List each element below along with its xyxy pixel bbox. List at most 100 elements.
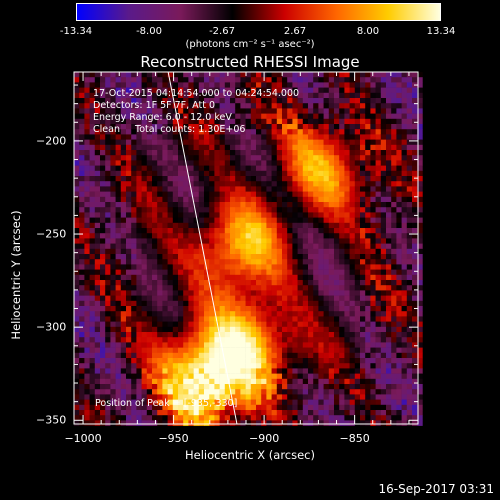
heatmap-cell xyxy=(126,332,132,338)
heatmap-cell xyxy=(120,316,127,322)
heatmap-cell xyxy=(313,155,319,161)
heatmap-cell xyxy=(162,254,168,260)
heatmap-cell xyxy=(219,238,226,244)
heatmap-cell xyxy=(115,181,122,187)
heatmap-cell xyxy=(172,77,179,83)
heatmap-cell xyxy=(146,363,153,369)
heatmap-cell xyxy=(115,316,122,322)
heatmap-cell xyxy=(328,134,335,140)
heatmap-cell xyxy=(94,295,101,302)
heatmap-cell xyxy=(349,399,356,406)
heatmap-cell xyxy=(271,285,278,291)
heatmap-cell xyxy=(136,150,142,156)
heatmap-cell xyxy=(74,113,80,120)
heatmap-cell xyxy=(115,243,122,250)
heatmap-cell xyxy=(178,243,184,250)
heatmap-cell xyxy=(110,280,116,286)
heatmap-cell xyxy=(266,316,272,322)
heatmap-cell xyxy=(209,264,215,270)
heatmap-cell xyxy=(271,420,278,426)
heatmap-cell xyxy=(84,176,90,182)
heatmap-cell xyxy=(292,170,298,177)
heatmap-cell xyxy=(417,285,423,291)
heatmap-cell xyxy=(406,77,413,83)
heatmap-cell xyxy=(136,326,142,333)
heatmap-cell xyxy=(406,280,413,286)
heatmap-cell xyxy=(256,108,262,114)
heatmap-cell xyxy=(131,295,137,302)
heatmap-cell xyxy=(412,207,418,213)
heatmap-cell xyxy=(230,170,236,177)
heatmap-cell xyxy=(209,404,215,411)
heatmap-cell xyxy=(287,274,293,281)
heatmap-cell xyxy=(136,248,142,255)
heatmap-cell xyxy=(256,384,262,390)
heatmap-cell xyxy=(334,410,340,416)
heatmap-cell xyxy=(74,124,80,130)
x-axis-label: Heliocentric X (arcsec) xyxy=(185,448,315,462)
heatmap-cell xyxy=(417,290,423,296)
heatmap-cell xyxy=(110,144,116,151)
heatmap-cell xyxy=(105,238,111,244)
heatmap-cell xyxy=(328,98,335,104)
heatmap-cell xyxy=(375,295,382,302)
heatmap-cell xyxy=(172,129,179,135)
heatmap-cell xyxy=(308,368,314,374)
heatmap-cell xyxy=(94,352,101,359)
heatmap-cell xyxy=(375,212,382,218)
heatmap-cell xyxy=(297,170,304,177)
heatmap-cell xyxy=(250,269,257,276)
heatmap-cell xyxy=(276,196,283,203)
heatmap-cell xyxy=(349,358,356,364)
heatmap-cell xyxy=(302,222,309,229)
heatmap-cell xyxy=(198,337,205,343)
heatmap-cell xyxy=(230,321,236,328)
heatmap-cell xyxy=(136,420,142,426)
heatmap-cell xyxy=(323,191,330,198)
heatmap-cell xyxy=(193,207,200,213)
heatmap-cell xyxy=(266,207,272,213)
heatmap-cell xyxy=(188,368,194,374)
heatmap-cell xyxy=(302,217,309,224)
heatmap-cell xyxy=(250,394,257,400)
heatmap-cell xyxy=(292,254,298,260)
heatmap-cell xyxy=(276,316,283,322)
heatmap-cell xyxy=(318,295,324,302)
heatmap-cell xyxy=(245,295,252,302)
heatmap-cell xyxy=(313,170,319,177)
heatmap-cell xyxy=(271,108,278,114)
heatmap-cell xyxy=(193,191,200,198)
heatmap-cell xyxy=(245,191,252,198)
heatmap-cell xyxy=(323,285,330,291)
heatmap-cell xyxy=(406,373,413,380)
heatmap-cell xyxy=(204,368,210,374)
heatmap-cell xyxy=(360,337,366,343)
heatmap-cell xyxy=(349,368,356,374)
heatmap-cell xyxy=(406,238,413,244)
heatmap-cell xyxy=(74,181,80,187)
heatmap-cell xyxy=(297,248,304,255)
heatmap-cell xyxy=(172,404,179,411)
heatmap-cell xyxy=(292,347,298,354)
heatmap-cell xyxy=(172,332,179,338)
heatmap-cell xyxy=(323,181,330,187)
heatmap-cell xyxy=(360,399,366,406)
heatmap-cell xyxy=(183,191,189,198)
heatmap-cell xyxy=(313,103,319,109)
heatmap-cell xyxy=(391,373,397,380)
heatmap-cell xyxy=(276,248,283,255)
heatmap-cell xyxy=(380,337,387,343)
heatmap-cell xyxy=(84,139,90,146)
heatmap-cell xyxy=(417,259,423,265)
heatmap-cell xyxy=(266,139,272,146)
heatmap-cell xyxy=(131,254,137,260)
heatmap-cell xyxy=(188,274,194,281)
heatmap-cell xyxy=(266,103,272,109)
heatmap-cell xyxy=(198,150,205,156)
heatmap-cell xyxy=(302,394,309,400)
heatmap-cell xyxy=(188,399,194,406)
heatmap-cell xyxy=(94,77,101,83)
heatmap-cell xyxy=(406,139,413,146)
heatmap-cell xyxy=(344,72,350,78)
heatmap-cell xyxy=(297,207,304,213)
